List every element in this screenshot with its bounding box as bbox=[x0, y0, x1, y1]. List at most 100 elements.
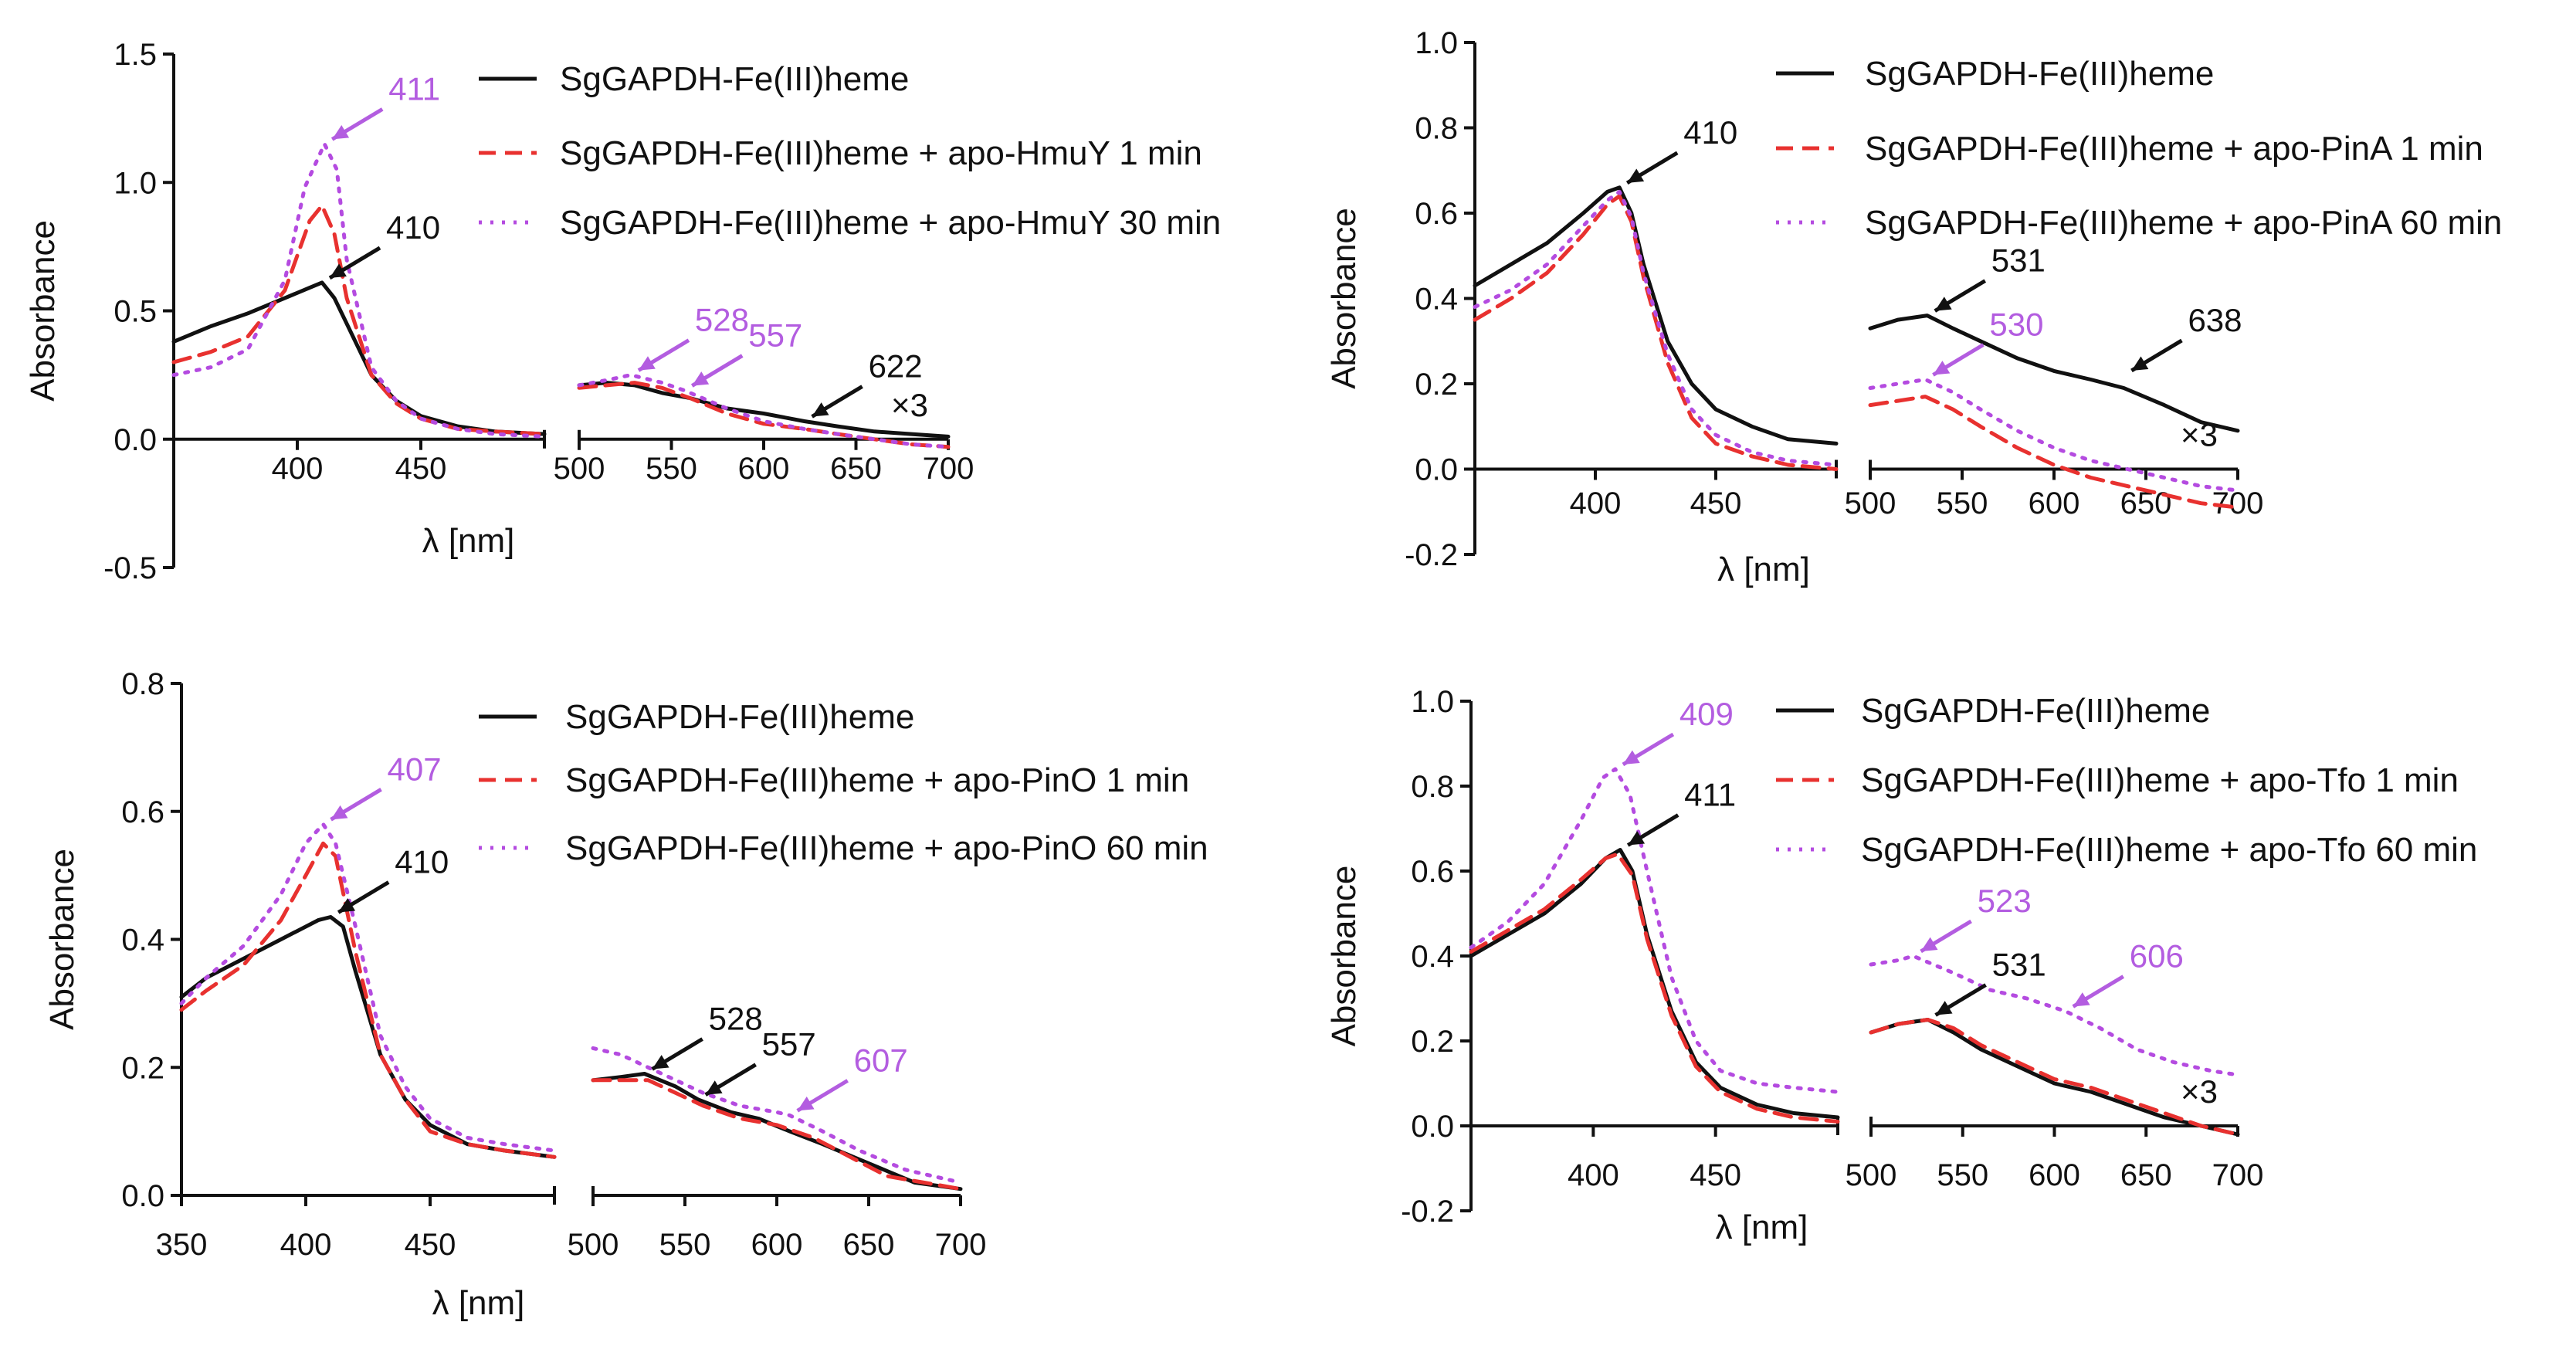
x-tick-label: 650 bbox=[830, 452, 882, 486]
x-tick-label: 400 bbox=[1568, 1158, 1619, 1192]
legend-label: SgGAPDH-Fe(III)heme + apo-PinO 1 min bbox=[565, 761, 1189, 799]
x-tick-label: 500 bbox=[1846, 1158, 1897, 1192]
y-tick-label: 0.6 bbox=[121, 795, 164, 829]
series-line-short-q-band bbox=[591, 1078, 963, 1192]
y-tick-label: 0.5 bbox=[114, 295, 157, 329]
annotation-arrowhead bbox=[338, 898, 356, 913]
x-tick-label: 400 bbox=[1570, 486, 1622, 520]
x-axis-title: λ [nm] bbox=[432, 1284, 525, 1322]
annotation-arrowhead bbox=[1622, 750, 1640, 764]
peak-annotation-label: 531 bbox=[1991, 242, 2046, 279]
y-axis-title: Absorbance bbox=[24, 220, 62, 402]
peak-annotation-label: 409 bbox=[1679, 696, 1734, 732]
x-axis-title: λ [nm] bbox=[422, 522, 515, 560]
series-line-short-q-band bbox=[1869, 1018, 2240, 1137]
x-axis-title: λ [nm] bbox=[1716, 1209, 1808, 1246]
annotation-arrowhead bbox=[1935, 1001, 1953, 1015]
peak-annotation-label: 622 bbox=[869, 347, 923, 384]
series-line-long-soret bbox=[1473, 189, 1839, 467]
annotation-arrowhead bbox=[692, 371, 710, 386]
series-line-ctrl-soret bbox=[179, 915, 557, 1159]
y-tick-label: 1.5 bbox=[114, 38, 157, 72]
x-tick-label: 700 bbox=[2212, 486, 2264, 520]
scale-multiplier-label: ×3 bbox=[2181, 1073, 2218, 1110]
y-tick-label: 0.0 bbox=[1411, 1110, 1454, 1144]
peak-annotation-label: 531 bbox=[1992, 947, 2046, 983]
x-tick-label: 450 bbox=[405, 1228, 456, 1262]
peak-annotation-label: 530 bbox=[1989, 306, 2043, 342]
x-tick-label: 700 bbox=[923, 452, 974, 486]
x-tick-label: 450 bbox=[395, 452, 447, 486]
x-tick-label: 600 bbox=[751, 1228, 803, 1262]
series-line-long-q-band bbox=[1868, 378, 2240, 493]
y-tick-label: 0.8 bbox=[1411, 770, 1454, 804]
peak-annotation-label: 606 bbox=[2130, 938, 2184, 975]
legend-label: SgGAPDH-Fe(III)heme + apo-Tfo 60 min bbox=[1861, 831, 2477, 869]
x-tick-label: 700 bbox=[935, 1228, 987, 1262]
y-tick-label: 0.4 bbox=[1411, 940, 1454, 974]
x-tick-label: 450 bbox=[1690, 486, 1742, 520]
y-tick-label: 0.2 bbox=[121, 1051, 164, 1085]
y-axis-title: Absorbance bbox=[43, 849, 81, 1030]
y-tick-label: 0.0 bbox=[114, 423, 157, 457]
x-tick-label: 450 bbox=[1690, 1158, 1741, 1192]
series-line-ctrl-soret bbox=[1473, 185, 1839, 446]
y-tick-label: -0.2 bbox=[1405, 538, 1458, 572]
series-line-short-q-band bbox=[1868, 395, 2240, 510]
peak-annotation-label: 638 bbox=[2188, 302, 2242, 338]
annotation-arrowhead bbox=[332, 124, 350, 140]
peak-annotation-label: 410 bbox=[395, 843, 449, 880]
x-tick-label: 700 bbox=[2212, 1158, 2264, 1192]
series-line-long-q-band bbox=[591, 1046, 963, 1185]
series-line-short-soret bbox=[179, 841, 557, 1159]
y-tick-label: 0.0 bbox=[1415, 453, 1458, 487]
y-tick-label: 0.4 bbox=[121, 924, 164, 958]
x-tick-label: 650 bbox=[2120, 1158, 2172, 1192]
annotation-arrowhead bbox=[1934, 297, 1952, 311]
legend-label: SgGAPDH-Fe(III)heme + apo-PinA 60 min bbox=[1865, 204, 2502, 242]
x-tick-label: 550 bbox=[646, 452, 697, 486]
x-tick-label: 600 bbox=[2029, 1158, 2080, 1192]
x-tick-label: 650 bbox=[843, 1228, 895, 1262]
x-tick-label: 500 bbox=[554, 452, 605, 486]
peak-annotation-label: 523 bbox=[1978, 883, 2032, 919]
series-line-long-soret bbox=[179, 822, 557, 1153]
x-tick-label: 550 bbox=[659, 1228, 711, 1262]
annotation-arrowhead bbox=[1933, 361, 1951, 375]
y-tick-label: 0.8 bbox=[121, 667, 164, 701]
series-line-short-soret bbox=[1473, 194, 1839, 471]
x-tick-label: 400 bbox=[272, 452, 324, 486]
peak-annotation-label: 528 bbox=[695, 302, 749, 338]
annotation-arrowhead bbox=[330, 805, 348, 820]
y-tick-label: 0.8 bbox=[1415, 112, 1458, 146]
peak-annotation-label: 410 bbox=[1683, 114, 1737, 151]
x-tick-label: 500 bbox=[1845, 486, 1896, 520]
y-tick-label: 0.4 bbox=[1415, 283, 1458, 317]
annotation-arrowhead bbox=[638, 356, 656, 371]
series-line-ctrl-soret bbox=[171, 280, 547, 436]
scale-multiplier-label: ×3 bbox=[2181, 417, 2218, 453]
peak-annotation-label: 528 bbox=[709, 1001, 763, 1037]
peak-annotation-label: 557 bbox=[748, 317, 802, 354]
y-axis-title: Absorbance bbox=[1325, 866, 1363, 1047]
peak-annotation-label: 410 bbox=[386, 209, 440, 246]
series-line-short-q-band bbox=[577, 381, 951, 449]
annotation-arrowhead bbox=[812, 402, 829, 417]
annotation-arrowhead bbox=[1920, 937, 1938, 951]
x-tick-label: 550 bbox=[1937, 486, 1988, 520]
series-line-long-q-band bbox=[577, 373, 951, 449]
series-line-short-soret bbox=[1469, 852, 1840, 1124]
x-tick-label: 400 bbox=[280, 1228, 332, 1262]
legend-label: SgGAPDH-Fe(III)heme bbox=[565, 698, 914, 736]
y-tick-label: 0.6 bbox=[1411, 855, 1454, 889]
series-line-short-soret bbox=[171, 203, 547, 436]
y-tick-label: -0.2 bbox=[1401, 1195, 1454, 1229]
annotation-arrowhead bbox=[797, 1097, 815, 1111]
annotation-arrowhead bbox=[330, 263, 347, 278]
annotation-arrowhead bbox=[652, 1055, 669, 1070]
annotation-arrowhead bbox=[1628, 831, 1646, 846]
chart-panel-b: -0.2 0.0 0.2 0.4 0.6 0.8 1.0 Absorbance 400 450 50… bbox=[1325, 26, 2502, 588]
annotation-arrowhead bbox=[2073, 992, 2090, 1007]
legend-label: SgGAPDH-Fe(III)heme + apo-HmuY 30 min bbox=[560, 204, 1221, 242]
series-line-ctrl-soret bbox=[1469, 848, 1840, 1120]
